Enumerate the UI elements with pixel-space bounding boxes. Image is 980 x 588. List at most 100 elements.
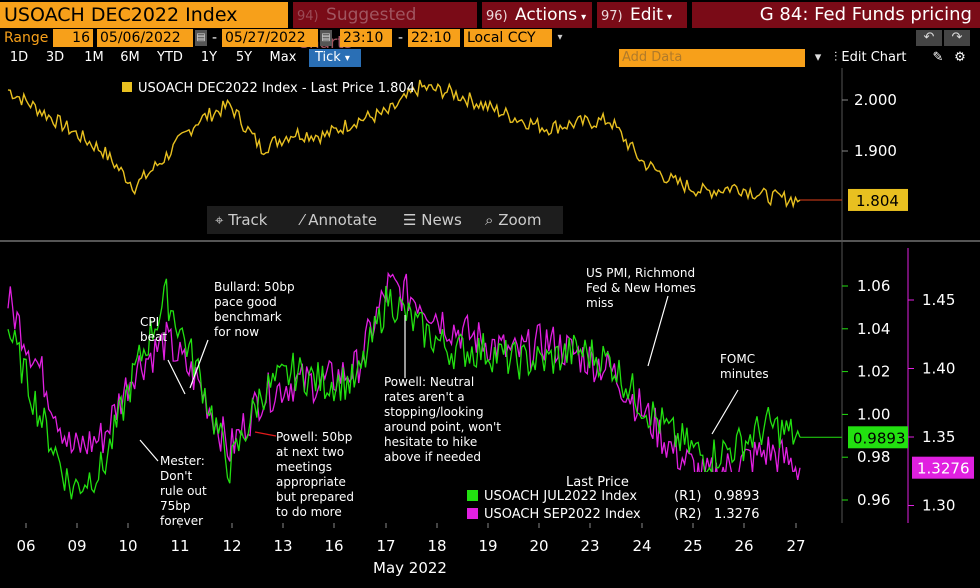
- upper-legend: USOACH DEC2022 Index - Last Price 1.804: [138, 81, 415, 96]
- annotation-text: to do more: [276, 505, 342, 519]
- x-tick-label: 24: [632, 537, 651, 555]
- news-button[interactable]: ☰ News: [403, 211, 462, 229]
- track-button[interactable]: ⌖ Track: [215, 211, 268, 229]
- calendar-icon[interactable]: ▤: [195, 30, 207, 46]
- period-max[interactable]: Max: [269, 50, 297, 65]
- annotation-text: miss: [586, 296, 614, 310]
- start-date-input[interactable]: 05/06/2022: [97, 29, 193, 47]
- x-tick-label: 10: [118, 537, 137, 555]
- annotation-text: FOMC: [720, 352, 755, 366]
- x-tick-label: 26: [734, 537, 753, 555]
- jul2022-badge-label: 0.9893: [853, 429, 906, 447]
- annotation-text: benchmark: [214, 310, 282, 324]
- x-tick-label: 06: [16, 537, 35, 555]
- annotation-text: Mester:: [160, 454, 205, 468]
- annotation-text: Bullard: 50bp: [214, 280, 295, 294]
- r2-tick-label: 1.30: [922, 497, 955, 515]
- x-tick-label: 18: [427, 537, 446, 555]
- r1-tick-label: 1.06: [857, 277, 890, 295]
- annotation-text: US PMI, Richmond: [586, 266, 695, 280]
- chevron-down-icon: ▾: [581, 12, 587, 23]
- annotation-text: Powell: 50bp: [276, 430, 352, 444]
- last-price-badge: [848, 188, 908, 211]
- annotation-text: CPI: [140, 315, 159, 329]
- suggested-charts-button[interactable]: 94) Suggested Charts: [293, 2, 477, 53]
- legend-series-value: 1.3276: [714, 507, 760, 522]
- period-tick[interactable]: Tick ▾: [309, 49, 361, 67]
- upper-panel: USOACH DEC2022 Index - Last Price 1.804 2…: [7, 79, 908, 211]
- edit-menu[interactable]: 97) Edit ▾: [597, 2, 687, 28]
- range-value-input[interactable]: 16: [53, 29, 93, 47]
- period-1m[interactable]: 1M: [84, 50, 104, 65]
- period-1d[interactable]: 1D: [9, 50, 29, 65]
- annotation-arrow: [254, 431, 277, 437]
- undo-icon[interactable]: ↶: [916, 30, 942, 46]
- settings-icon[interactable]: ⚙: [952, 49, 968, 67]
- edit-icon[interactable]: ✎: [930, 49, 946, 67]
- end-time-input[interactable]: 22:10: [408, 29, 460, 47]
- edit-chart-button[interactable]: ⫶ Edit Chart: [834, 49, 918, 67]
- annotation-arrow: [189, 339, 209, 389]
- period-3d[interactable]: 3D: [45, 50, 65, 65]
- annotate-button[interactable]: ⁄ Annotate: [301, 211, 377, 229]
- zoom-button[interactable]: ⌕ Zoom: [485, 211, 542, 229]
- annotation-text: but prepared: [276, 490, 354, 504]
- chevron-down-icon[interactable]: ▾: [810, 49, 826, 67]
- x-tick-label: 20: [529, 537, 548, 555]
- r2-tick-label: 1.40: [922, 360, 955, 378]
- period-1y[interactable]: 1Y: [200, 50, 218, 65]
- currency-select[interactable]: Local CCY: [464, 29, 552, 47]
- annotation-text: 75bp: [160, 499, 191, 513]
- page-title: G 84: Fed Funds pricing: [692, 2, 980, 28]
- r2-tick-label: 1.35: [922, 428, 955, 446]
- annotation-text: rates aren't a: [384, 390, 465, 404]
- x-tick-label: 19: [478, 537, 497, 555]
- x-tick-label: 27: [786, 537, 805, 555]
- calendar-icon[interactable]: ▤: [320, 30, 332, 46]
- x-tick-label: 13: [273, 537, 292, 555]
- start-time-input[interactable]: 23:10: [340, 29, 392, 47]
- period-ytd[interactable]: YTD: [157, 50, 183, 65]
- chart-area[interactable]: USOACH DEC2022 Index - Last Price 1.804 2…: [0, 68, 980, 588]
- y-tick-label: 1.900: [854, 142, 897, 160]
- redo-icon[interactable]: ↷: [944, 30, 970, 46]
- crosshair-icon: ⌖: [215, 211, 224, 229]
- chart-icon: ⫶: [834, 50, 838, 65]
- chevron-down-icon: ▾: [666, 12, 672, 23]
- legend-series-name: USOACH JUL2022 Index: [484, 489, 637, 504]
- ticker-field[interactable]: USOACH DEC2022 Index: [0, 2, 288, 28]
- x-axis: 06 09 10 11 12 13 16 17 18 19 20 23 24 25 26 27 May 2022: [16, 523, 806, 577]
- r2-tick-label: 1.45: [922, 291, 955, 309]
- legend-series-axis: (R2): [674, 507, 701, 522]
- end-date-input[interactable]: 05/27/2022: [222, 29, 318, 47]
- annotation-arrow: [167, 359, 186, 395]
- chevron-down-icon: ▾: [344, 53, 350, 64]
- actions-menu[interactable]: 96) Actions ▾: [482, 2, 592, 28]
- lower-panel: 1.06 1.04 1.02 1.00 0.98 0.96 1.45 1.40 1.35 1.30…: [7, 248, 974, 528]
- annotation-text: Don't: [160, 469, 192, 483]
- r1-tick-label: 1.00: [857, 405, 890, 423]
- upper-series-line: [7, 79, 801, 209]
- range-bar: Range 16 05/06/2022 ▤ - 05/27/2022 ▤ 23:…: [0, 28, 980, 48]
- legend-swatch: [467, 490, 478, 501]
- y-tick-label: 2.000: [854, 91, 897, 109]
- annotation-text: Fed & New Homes: [586, 281, 696, 295]
- x-tick-label: 17: [376, 537, 395, 555]
- annotation-text: at next two: [276, 445, 344, 459]
- x-tick-label: 23: [580, 537, 599, 555]
- r1-tick-label: 0.96: [857, 491, 890, 509]
- sep2022-badge-label: 1.3276: [917, 460, 970, 478]
- period-6m[interactable]: 6M: [120, 50, 140, 65]
- period-5y[interactable]: 5Y: [235, 50, 253, 65]
- chevron-down-icon[interactable]: ▾: [554, 30, 566, 46]
- legend-swatch: [467, 508, 478, 519]
- annotation-text: around point, won't: [384, 420, 501, 434]
- add-data-input[interactable]: Add Data: [619, 49, 805, 67]
